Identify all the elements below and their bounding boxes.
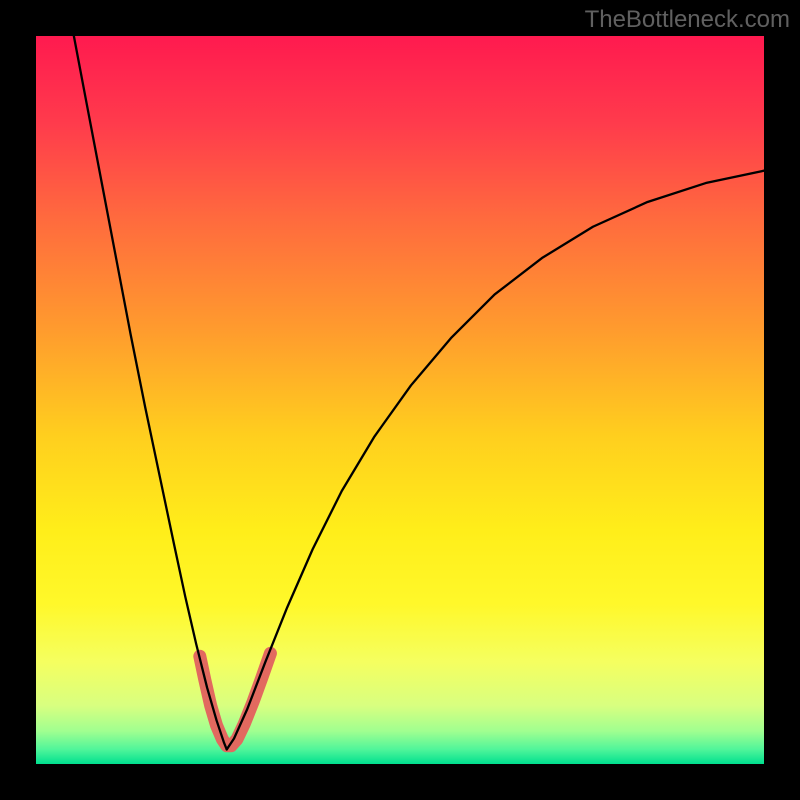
watermark-text: TheBottleneck.com [585, 6, 790, 34]
main-v-curve-left [74, 36, 227, 749]
curves-layer [36, 36, 764, 764]
chart-root: TheBottleneck.com [0, 0, 800, 800]
main-v-curve-right [227, 171, 764, 750]
plot-area [36, 36, 764, 764]
